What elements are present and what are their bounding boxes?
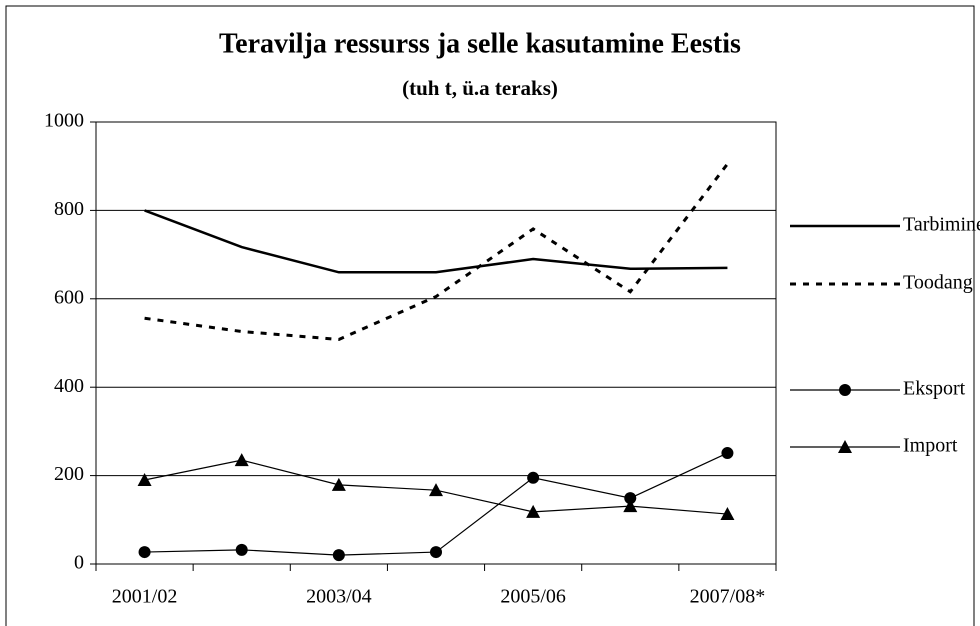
- data-point: [721, 447, 734, 460]
- y-tick-label: 800: [54, 198, 84, 220]
- series-line: [144, 163, 729, 341]
- legend-label: Eksport: [903, 378, 966, 400]
- y-tick-label: 200: [54, 463, 84, 485]
- data-point: [527, 471, 540, 484]
- x-tick-label: 2005/06: [500, 586, 566, 608]
- data-point: [332, 549, 345, 562]
- data-point: [138, 546, 151, 559]
- data-point: [720, 507, 735, 521]
- data-point: [429, 483, 443, 497]
- legend-label: Toodang: [903, 272, 973, 294]
- y-tick-label: 600: [54, 286, 84, 308]
- data-point: [526, 504, 541, 518]
- chart-title: Teravilja ressurss ja selle kasutamine E…: [219, 28, 741, 59]
- legend-label: Import: [903, 435, 958, 457]
- y-tick-label: 0: [74, 552, 84, 574]
- data-point: [235, 543, 248, 556]
- x-tick-label: 2007/08*: [690, 586, 766, 608]
- data-point: [234, 453, 249, 467]
- legend-label: Tarbimine: [903, 214, 980, 236]
- chart-frame: [5, 5, 975, 626]
- series-line: [144, 209, 728, 274]
- data-point: [137, 473, 152, 487]
- data-point: [331, 477, 346, 491]
- chart-subtitle: (tuh t, ü.a teraks): [402, 76, 558, 100]
- x-tick-label: 2001/02: [112, 586, 178, 608]
- data-point: [623, 499, 638, 513]
- legend-marker: [839, 384, 851, 396]
- y-tick-label: 1000: [44, 110, 84, 132]
- plot-border: [95, 121, 777, 565]
- data-point: [624, 492, 637, 505]
- legend-marker: [838, 440, 852, 453]
- data-point: [430, 546, 442, 559]
- y-tick-label: 400: [54, 375, 84, 397]
- x-tick-label: 2003/04: [306, 586, 372, 608]
